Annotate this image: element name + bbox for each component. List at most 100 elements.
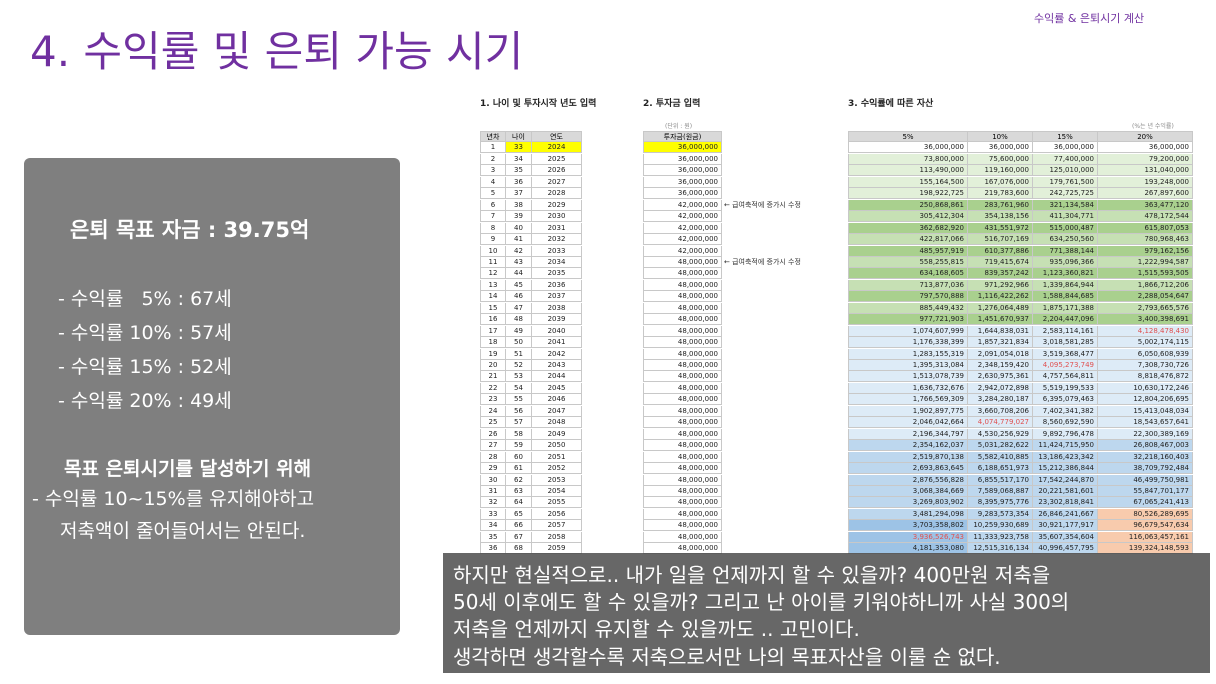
table-cell: 12,804,206,695 <box>1098 394 1193 406</box>
caption-overlay: 하지만 현실적으로.. 내가 일을 언제까지 할 수 있을까? 400만원 저축… <box>443 553 1210 673</box>
table-cell: 56 <box>506 405 532 417</box>
table-cell: 79,200,000 <box>1098 153 1193 165</box>
table-cell: 26,808,467,003 <box>1098 440 1193 452</box>
table-cell: 2044 <box>532 371 582 383</box>
table-cell: 40 <box>506 222 532 234</box>
table-cell: 2030 <box>532 211 582 223</box>
table-cell: 2029 <box>532 199 582 211</box>
table-cell: 2,630,975,361 <box>968 371 1033 383</box>
table-cell: 62 <box>506 474 532 486</box>
table-cell: 48,000,000 <box>643 474 722 486</box>
table-cell: 8,395,975,776 <box>968 497 1033 509</box>
table-cell: 2031 <box>532 222 582 234</box>
table-cell: 67,065,241,413 <box>1098 497 1193 509</box>
table-cell: 52 <box>506 360 532 371</box>
table-cell: 6,395,079,463 <box>1033 394 1098 406</box>
table-cell: 2040 <box>532 325 582 337</box>
table-cell: 48,000,000 <box>643 268 722 280</box>
table-cell: 36 <box>506 176 532 188</box>
table-cell: 2028 <box>532 188 582 200</box>
table-cell: 2047 <box>532 405 582 417</box>
table-cell: 48,000,000 <box>643 325 722 337</box>
table-cell: 48,000,000 <box>643 256 722 268</box>
table-cell: 839,357,242 <box>968 268 1033 280</box>
table-cell: 2026 <box>532 165 582 177</box>
table-cell: 1,644,838,031 <box>968 325 1033 337</box>
table-cell: 2,793,665,576 <box>1098 302 1193 314</box>
table-cell: 1,283,155,319 <box>848 348 968 360</box>
unit-note: (단위 : 원) <box>665 123 693 130</box>
table-cell: 167,076,000 <box>968 176 1033 188</box>
table-cell: 2054 <box>532 485 582 497</box>
table-cell: 55 <box>506 394 532 406</box>
table-cell: 54 <box>506 382 532 394</box>
table-cell: 1,515,593,505 <box>1098 268 1193 280</box>
table-cell: 61 <box>506 463 532 475</box>
table-cell: 38 <box>506 199 532 211</box>
table-cell: 516,707,169 <box>968 234 1033 246</box>
table-cell: 48,000,000 <box>643 314 722 326</box>
table-cell: 32 <box>480 497 506 509</box>
table-cell: 2034 <box>532 256 582 268</box>
table-header: 15% <box>1033 131 1098 142</box>
table-cell: 21 <box>480 371 506 383</box>
table-cell: 48,000,000 <box>643 451 722 463</box>
table-cell: 27 <box>480 440 506 452</box>
table-cell: 43 <box>506 256 532 268</box>
table-cell: 113,490,000 <box>848 165 968 177</box>
table-cell: 2050 <box>532 440 582 452</box>
table-cell: 2,288,054,647 <box>1098 291 1193 303</box>
summary-box: 은퇴 목표 자금 : 39.75억 - 수익률 5% : 67세 - 수익률 1… <box>24 158 400 635</box>
table-cell: 3,400,398,691 <box>1098 314 1193 326</box>
table-cell: 28 <box>480 451 506 463</box>
table-cell: 48,000,000 <box>643 348 722 360</box>
table-cell: 422,817,066 <box>848 234 968 246</box>
table-cell: 23,302,818,841 <box>1033 497 1098 509</box>
table-cell: 2055 <box>532 497 582 509</box>
table-cell: 15,413,048,034 <box>1098 405 1193 417</box>
table-cell: 47 <box>506 302 532 314</box>
table-cell: 2,876,556,828 <box>848 474 968 486</box>
table-cell: 2,348,159,420 <box>968 360 1033 371</box>
table-cell: 2046 <box>532 394 582 406</box>
slide-title: 4. 수익률 및 은퇴 가능 시기 <box>30 27 524 76</box>
table-cell: 5,582,410,885 <box>968 451 1033 463</box>
table-cell: 7 <box>480 211 506 223</box>
table-cell: 780,968,463 <box>1098 234 1193 246</box>
table-cell: 46 <box>506 291 532 303</box>
table-cell: 48,000,000 <box>643 440 722 452</box>
table-cell: 2033 <box>532 245 582 257</box>
table-cell: 34 <box>480 520 506 532</box>
summary-subheading: 목표 은퇴시기를 달성하기 위해 <box>64 458 312 480</box>
table-cell: 66 <box>506 520 532 532</box>
table-cell: 48,000,000 <box>643 485 722 497</box>
section-title: 1. 나이 및 투자시작 년도 입력 <box>480 99 597 109</box>
table-cell: 9,283,573,354 <box>968 508 1033 520</box>
slide-tag: 수익률 & 은퇴시기 계산 <box>1034 12 1145 25</box>
caption-line: 저축을 언제까지 유지할 수 있을까도 .. 고민이다. <box>453 617 860 641</box>
table-header: 10% <box>968 131 1033 142</box>
table-cell: 36,000,000 <box>643 176 722 188</box>
table-cell: 485,957,919 <box>848 245 968 257</box>
table-cell: 4 <box>480 176 506 188</box>
table-cell: 34 <box>506 153 532 165</box>
table-cell: 17 <box>480 325 506 337</box>
table-cell: 1,339,864,944 <box>1033 279 1098 291</box>
table-cell: 267,897,600 <box>1098 188 1193 200</box>
table-cell: 2024 <box>532 142 582 154</box>
table-cell: 1,857,321,834 <box>968 337 1033 349</box>
table-cell: 797,570,888 <box>848 291 968 303</box>
table-cell: 1,451,670,937 <box>968 314 1033 326</box>
table-cell: 2,204,447,096 <box>1033 314 1098 326</box>
table-cell: 19 <box>480 348 506 360</box>
table-cell: 48,000,000 <box>643 394 722 406</box>
table-cell: 48,000,000 <box>643 337 722 349</box>
table-cell: 3,660,708,206 <box>968 405 1033 417</box>
table-cell: 55,847,701,177 <box>1098 485 1193 497</box>
table-cell: 1,176,338,399 <box>848 337 968 349</box>
table-cell: 3,018,581,285 <box>1033 337 1098 349</box>
table-cell: 2036 <box>532 279 582 291</box>
table-cell: 33 <box>506 142 532 154</box>
table-cell: 39 <box>506 211 532 223</box>
table-cell: 45 <box>506 279 532 291</box>
